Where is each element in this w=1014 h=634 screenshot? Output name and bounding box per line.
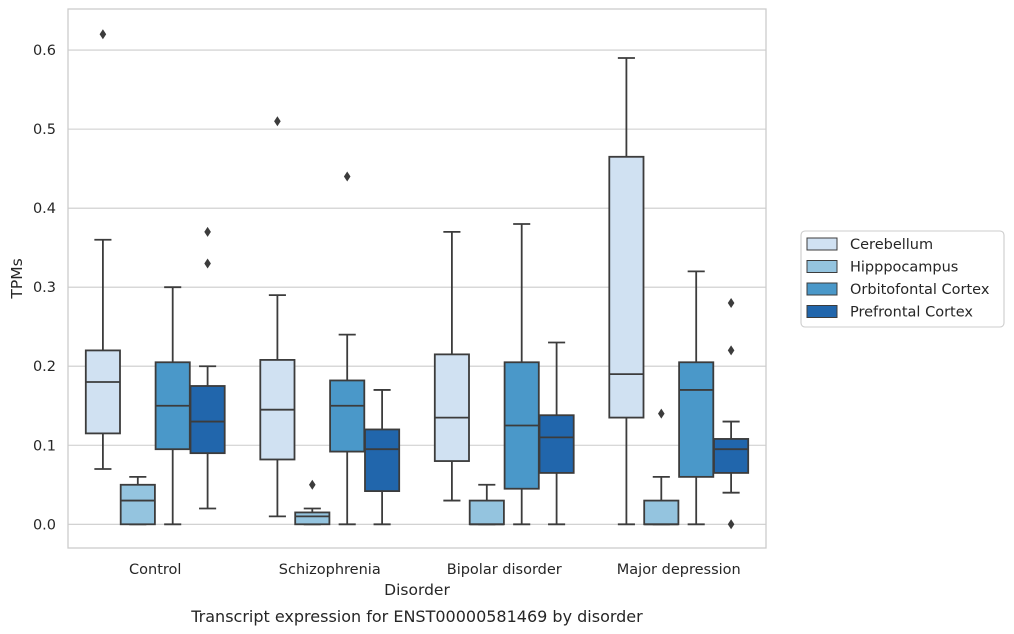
x-tick-label: Bipolar disorder (447, 562, 562, 578)
box-prefrontal-cortex (364, 389, 401, 526)
box-body (189, 385, 226, 455)
box-orbitofontal-cortex (329, 171, 366, 526)
legend-label: Orbitofontal Cortex (850, 282, 990, 298)
box-cerebellum (259, 116, 296, 518)
box-body (538, 414, 575, 474)
legend-swatch (806, 282, 838, 296)
box-prefrontal-cortex (538, 341, 575, 526)
box-orbitofontal-cortex (678, 270, 715, 526)
outlier-point (309, 479, 316, 490)
box-hipppocampus (119, 475, 156, 526)
box-body (84, 349, 121, 435)
outlier-point (343, 171, 351, 182)
y-tick-label: 0.2 (33, 359, 56, 375)
legend-swatch (806, 260, 838, 273)
legend-swatch (806, 237, 838, 251)
boxes (84, 29, 750, 530)
outlier-point (727, 519, 735, 530)
box-body (364, 428, 401, 492)
legend-label: Cerebellum (850, 237, 933, 253)
x-tick-label: Major depression (617, 562, 741, 578)
chart-caption: Transcript expression for ENST0000058146… (190, 607, 643, 626)
outlier-point (99, 29, 107, 40)
y-axis-label: TPMs (8, 258, 26, 299)
y-tick-label: 0.3 (33, 280, 56, 296)
x-tick-label: Control (129, 562, 181, 578)
box-body (329, 379, 366, 453)
y-tick-label: 0.4 (33, 201, 56, 217)
box-hipppocampus (294, 479, 331, 526)
box-body (119, 483, 156, 526)
box-cerebellum (608, 57, 645, 526)
outlier-point (274, 116, 281, 127)
box-hipppocampus (468, 483, 505, 526)
x-axis-label: Disorder (384, 581, 450, 599)
box-prefrontal-cortex (713, 298, 750, 530)
y-tick-label: 0.1 (33, 438, 56, 454)
y-tick-label: 0.0 (33, 517, 56, 533)
box-orbitofontal-cortex (154, 286, 191, 526)
box-prefrontal-cortex (189, 226, 226, 510)
y-tick-label: 0.5 (33, 122, 56, 138)
outlier-point (658, 408, 665, 419)
x-tick-label: Schizophrenia (279, 562, 381, 578)
legend-label: Prefrontal Cortex (850, 305, 973, 321)
tick-labels: 0.0 0.1 0.2 0.3 0.4 0.5 0.6 Control Schizophreni… (33, 43, 741, 578)
box-body (433, 353, 470, 462)
box-body (608, 155, 645, 419)
box-body (643, 499, 680, 526)
outlier-point (727, 345, 735, 356)
outlier-point (204, 258, 211, 269)
box-body (713, 438, 750, 474)
box-body (678, 361, 715, 478)
legend-swatch (806, 305, 838, 318)
box-cerebellum (433, 230, 470, 502)
y-tick-label: 0.6 (33, 43, 56, 59)
outlier-point (204, 226, 211, 237)
box-body (468, 499, 505, 526)
legend-label: Hipppocampus (850, 260, 958, 276)
box-cerebellum (84, 29, 121, 470)
box-hipppocampus (643, 408, 680, 526)
box-body (294, 511, 331, 526)
legend: Cerebellum Hipppocampus Orbitofontal Corte… (800, 230, 1005, 328)
box-orbitofontal-cortex (503, 223, 540, 526)
outlier-point (727, 298, 735, 308)
plot-frame (67, 8, 767, 549)
legend-frame (800, 230, 1005, 328)
